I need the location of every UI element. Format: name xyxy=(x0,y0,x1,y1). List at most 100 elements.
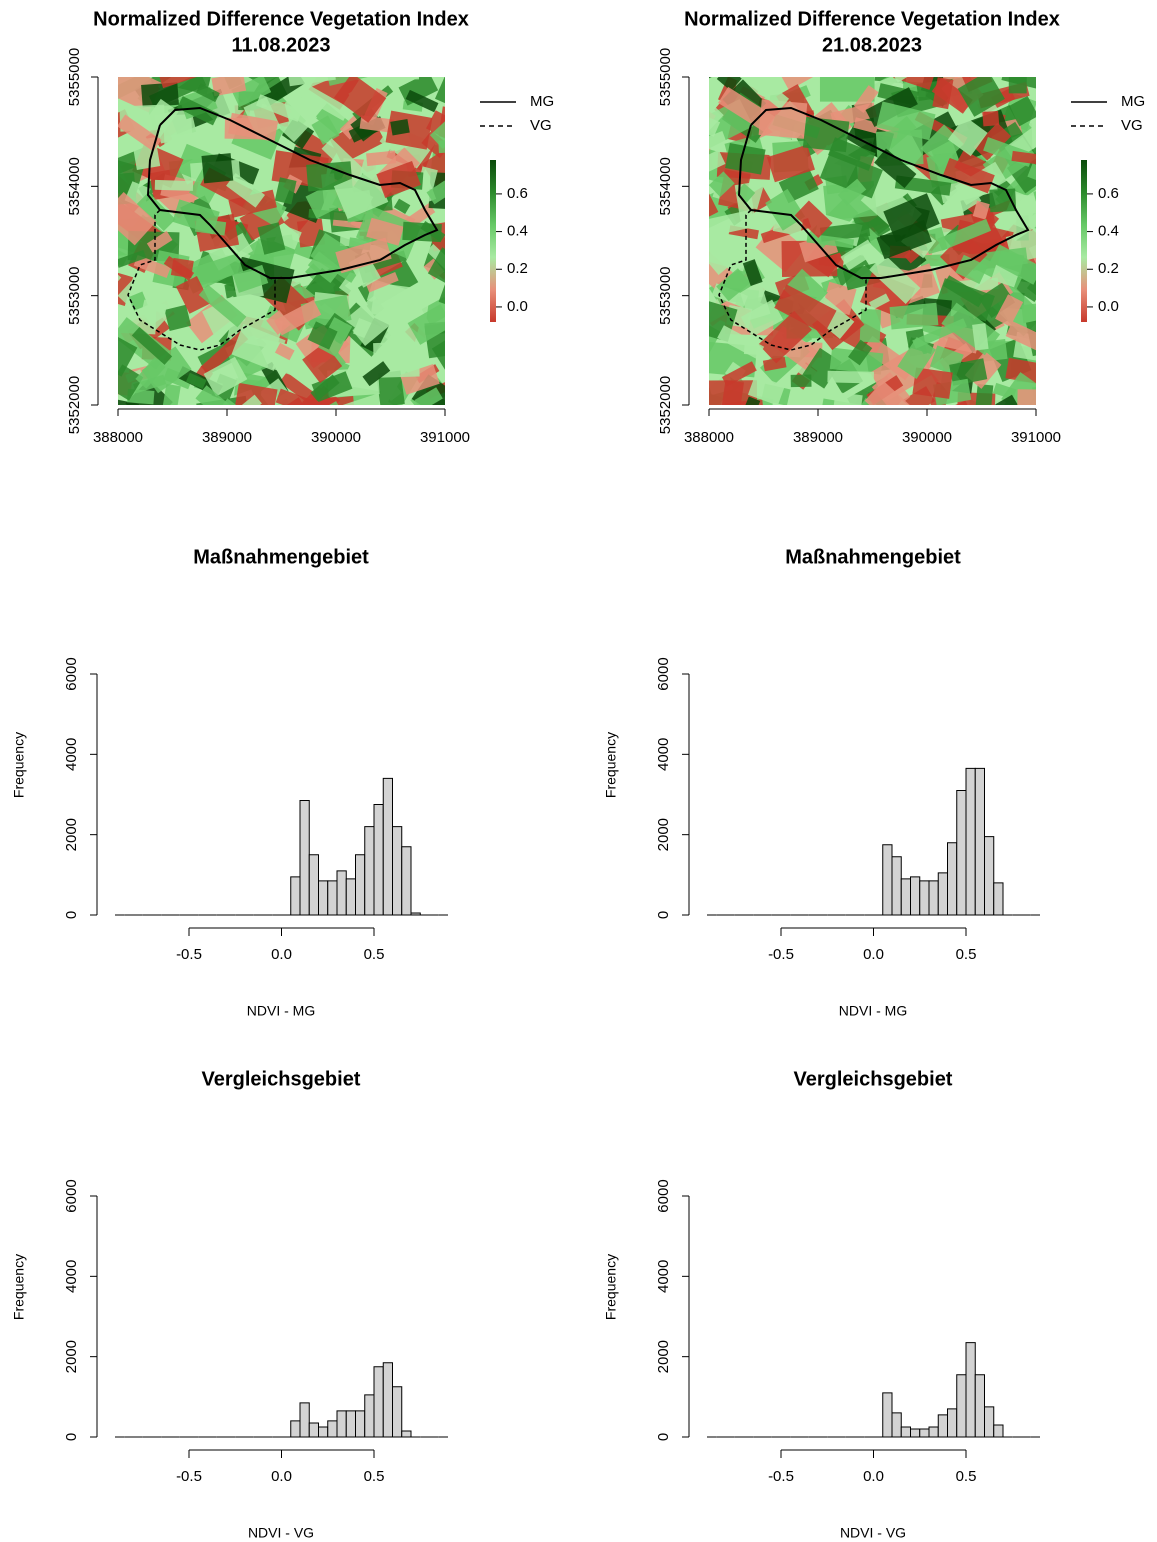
x-tick-label: 389000 xyxy=(202,429,252,446)
field xyxy=(417,166,438,190)
field xyxy=(459,72,482,100)
field xyxy=(453,343,475,367)
y-tick-label: 6000 xyxy=(63,657,80,690)
field xyxy=(1042,217,1096,254)
colorbar-label: 0.0 xyxy=(1098,298,1119,315)
field xyxy=(390,77,418,78)
bar xyxy=(410,912,421,916)
field xyxy=(330,42,357,69)
y-tick-label: 5352000 xyxy=(66,376,83,434)
boundary-mg xyxy=(146,106,439,279)
bar xyxy=(392,1386,403,1438)
field xyxy=(1052,254,1094,291)
field xyxy=(1027,163,1036,186)
field xyxy=(439,383,445,405)
bar xyxy=(364,1394,375,1438)
y-axis-label: Frequency xyxy=(11,732,27,798)
bar xyxy=(984,1406,995,1438)
field xyxy=(164,304,192,332)
map-title: Normalized Difference Vegetation Index xyxy=(93,8,469,30)
boundary-mg xyxy=(737,106,1030,279)
field xyxy=(874,148,917,189)
field xyxy=(441,282,445,329)
x-tick-label: 0.5 xyxy=(956,946,977,963)
field xyxy=(709,186,719,220)
boundary-vg xyxy=(127,209,276,351)
bar xyxy=(308,854,319,916)
field xyxy=(447,153,469,180)
bar xyxy=(993,1424,1004,1438)
x-axis-label: NDVI - VG xyxy=(840,1525,906,1541)
field xyxy=(819,77,875,102)
field xyxy=(426,180,445,205)
hist-title: Maßnahmengebiet xyxy=(785,546,961,568)
bar xyxy=(910,1428,921,1438)
field xyxy=(790,374,812,388)
x-tick-label: -0.5 xyxy=(176,946,202,963)
field xyxy=(452,96,467,113)
field xyxy=(859,308,882,343)
field xyxy=(978,282,1016,318)
field xyxy=(1044,61,1067,88)
field xyxy=(745,416,780,440)
field xyxy=(995,394,1023,405)
field xyxy=(311,115,340,145)
field xyxy=(366,217,404,246)
y-tick-label: 6000 xyxy=(655,657,672,690)
field xyxy=(444,253,445,271)
field xyxy=(932,77,954,110)
bar xyxy=(290,876,301,916)
bar xyxy=(327,1420,338,1438)
bar xyxy=(984,836,995,916)
field xyxy=(1041,61,1076,96)
y-tick-label: 2000 xyxy=(63,1340,80,1373)
x-tick-label: 0.0 xyxy=(863,946,884,963)
y-tick-label: 6000 xyxy=(63,1179,80,1212)
field xyxy=(709,77,739,82)
field xyxy=(161,383,181,405)
field xyxy=(449,207,491,235)
field xyxy=(1041,119,1061,136)
field xyxy=(1005,357,1036,385)
field xyxy=(909,111,961,156)
field xyxy=(995,294,1024,327)
field xyxy=(709,239,736,275)
x-axis-label: NDVI - MG xyxy=(247,1003,315,1019)
field xyxy=(235,394,262,405)
field xyxy=(735,183,756,203)
bar xyxy=(891,856,902,916)
field xyxy=(1046,314,1104,357)
field xyxy=(883,193,940,243)
field xyxy=(968,424,991,462)
y-axis-label: Frequency xyxy=(603,732,619,798)
field xyxy=(118,114,162,152)
field xyxy=(1050,311,1109,356)
field xyxy=(368,29,411,70)
field xyxy=(819,149,883,199)
field xyxy=(1011,150,1036,166)
y-tick-label: 5355000 xyxy=(66,48,83,106)
bar xyxy=(355,1410,366,1438)
boundary-vg xyxy=(718,209,867,351)
field xyxy=(876,101,936,141)
colorbar-label: 0.4 xyxy=(507,223,528,240)
field xyxy=(1045,271,1103,317)
field xyxy=(864,380,910,405)
field xyxy=(141,82,179,108)
field xyxy=(772,77,821,91)
field xyxy=(464,335,524,388)
bar xyxy=(345,1410,356,1438)
field xyxy=(758,310,812,364)
field xyxy=(172,199,220,235)
field xyxy=(141,346,192,394)
x-axis-label: NDVI - VG xyxy=(248,1525,314,1541)
field xyxy=(444,271,445,294)
field xyxy=(1017,389,1036,405)
field xyxy=(1050,379,1102,417)
y-tick-label: 5352000 xyxy=(657,376,674,434)
field xyxy=(366,150,397,167)
field xyxy=(840,239,877,271)
field xyxy=(335,237,392,274)
field xyxy=(717,325,765,360)
